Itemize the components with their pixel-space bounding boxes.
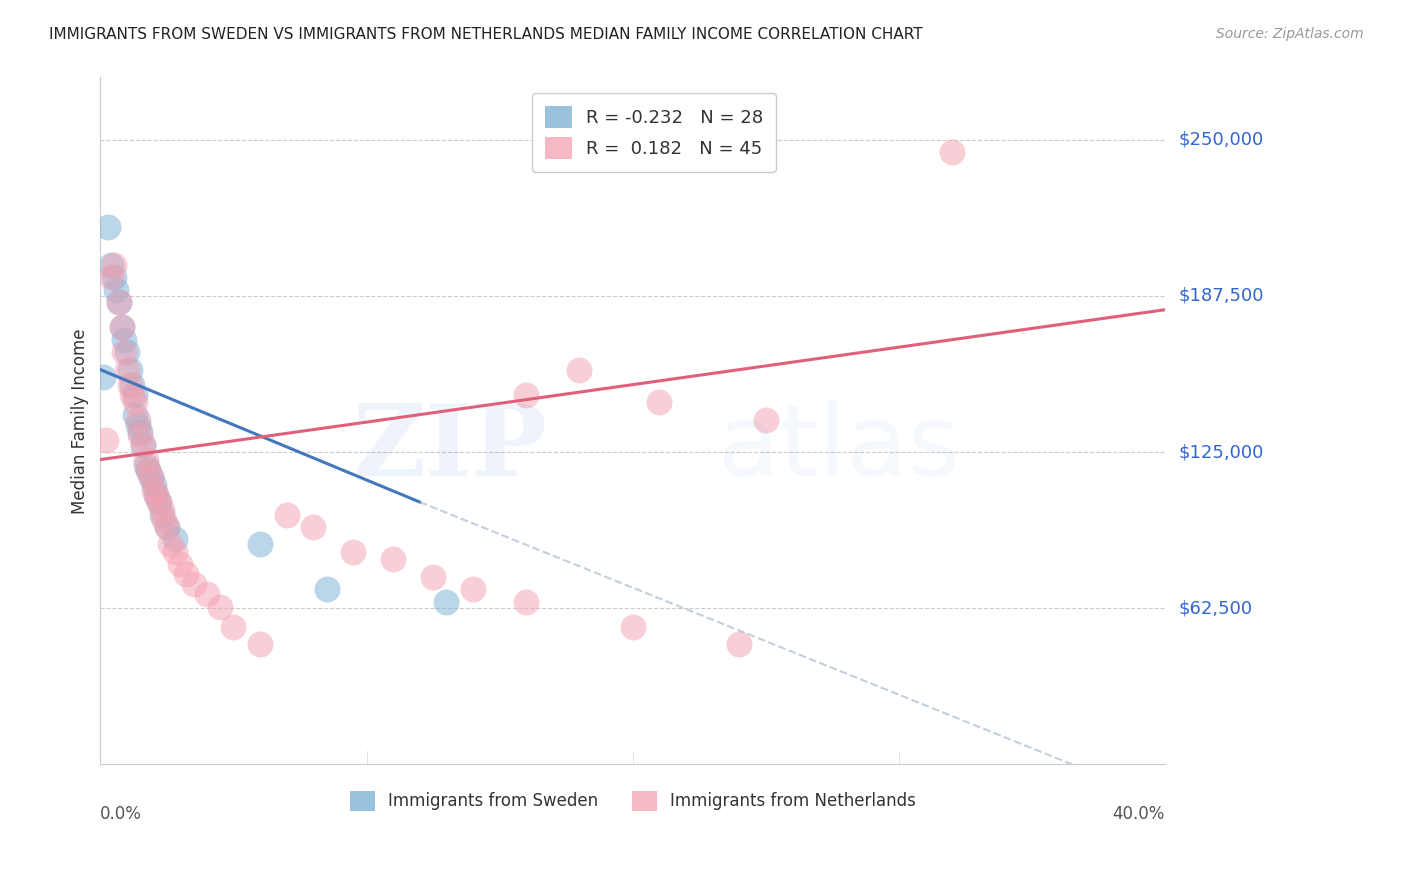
Point [115,362,138,376]
Point [127,412,149,426]
Point [94,433,117,447]
Point [124,395,146,409]
Point [100,270,122,285]
Point [124,387,146,401]
Legend: Immigrants from Sweden, Immigrants from Netherlands: Immigrants from Sweden, Immigrants from … [343,784,922,818]
Point [142,477,165,491]
Point [150,502,173,516]
Point [276,508,298,522]
Point [183,577,205,591]
Point [139,470,162,484]
Point [249,537,271,551]
Point [302,520,325,534]
Point [103,258,125,272]
Point [382,552,405,566]
Point [163,533,186,547]
Point [108,295,131,310]
Text: $187,500: $187,500 [1180,287,1264,305]
Point [728,637,751,651]
Point [568,362,591,376]
Point [315,582,337,597]
Point [515,387,537,401]
Point [118,362,141,376]
Point [941,145,963,160]
Text: Source: ZipAtlas.com: Source: ZipAtlas.com [1216,27,1364,41]
Point [127,417,149,432]
Point [195,587,218,601]
Text: 40.0%: 40.0% [1112,805,1166,823]
Point [249,637,271,651]
Y-axis label: Median Family Income: Median Family Income [72,328,89,514]
Point [132,437,155,451]
Point [121,387,143,401]
Point [103,270,125,285]
Point [163,545,186,559]
Point [115,345,138,359]
Text: 0.0%: 0.0% [100,805,142,823]
Point [153,512,176,526]
Point [142,483,165,497]
Point [121,377,143,392]
Point [156,520,179,534]
Point [222,620,245,634]
Text: $125,000: $125,000 [1180,443,1264,461]
Point [422,570,444,584]
Point [159,537,181,551]
Point [169,558,191,572]
Point [136,462,159,476]
Text: $62,500: $62,500 [1180,599,1253,617]
Point [150,508,173,522]
Point [156,520,179,534]
Point [434,595,457,609]
Point [139,470,162,484]
Point [108,295,131,310]
Point [105,283,128,297]
Point [136,462,159,476]
Point [145,487,167,501]
Point [97,220,120,235]
Point [621,620,644,634]
Point [174,567,197,582]
Point [648,395,671,409]
Text: $250,000: $250,000 [1180,131,1264,149]
Point [145,487,167,501]
Point [112,345,135,359]
Point [129,425,152,439]
Point [209,599,232,614]
Point [112,333,135,347]
Point [148,495,170,509]
Point [100,258,122,272]
Text: IMMIGRANTS FROM SWEDEN VS IMMIGRANTS FROM NETHERLANDS MEDIAN FAMILY INCOME CORRE: IMMIGRANTS FROM SWEDEN VS IMMIGRANTS FRO… [49,27,922,42]
Point [124,408,146,422]
Point [135,452,157,467]
Point [755,412,778,426]
Point [342,545,364,559]
Point [91,370,114,384]
Text: atlas: atlas [718,400,959,497]
Point [148,495,170,509]
Point [129,427,152,442]
Text: ZIP: ZIP [353,400,547,497]
Point [135,458,157,472]
Point [118,377,141,392]
Point [132,437,155,451]
Point [515,595,537,609]
Point [111,320,134,334]
Point [111,320,134,334]
Point [461,582,484,597]
